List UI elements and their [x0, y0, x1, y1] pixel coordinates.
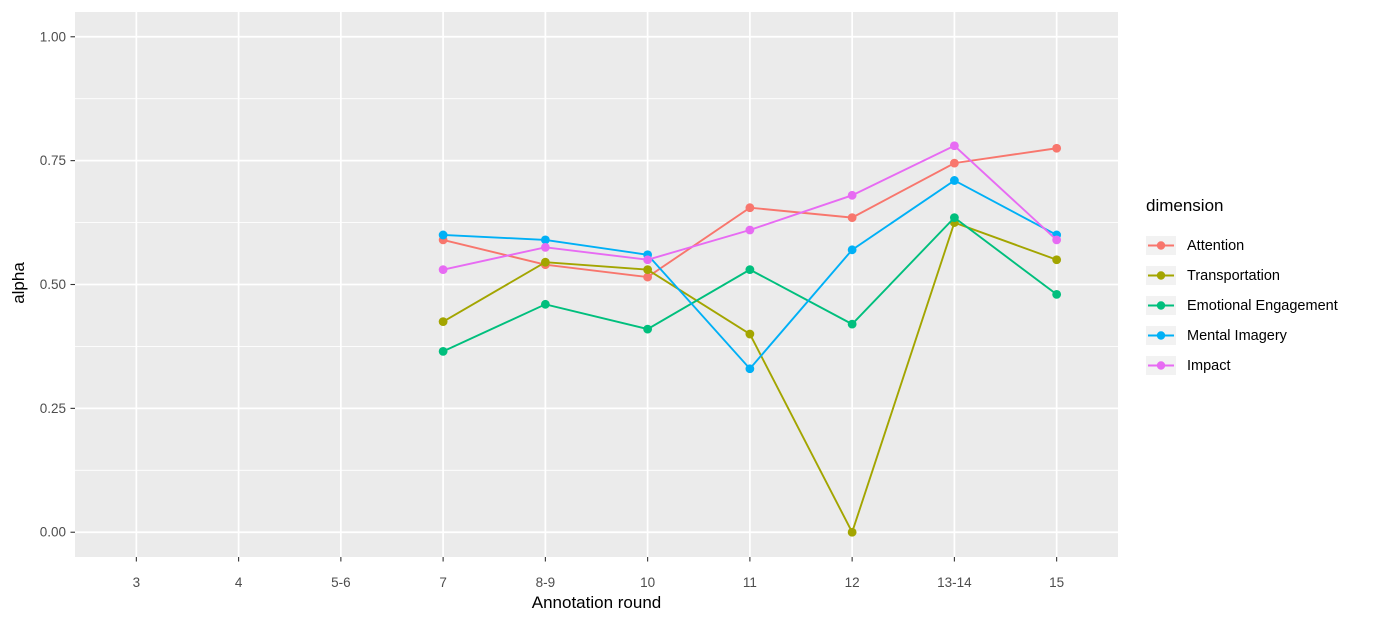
data-point-mental-imagery-12 [847, 245, 857, 255]
data-point-impact-8-9 [540, 242, 550, 252]
x-tick-label-3: 3 [133, 575, 141, 590]
data-point-transportation-7 [438, 317, 448, 327]
legend-label-emotional-engagement: Emotional Engagement [1187, 297, 1338, 314]
legend-label-transportation: Transportation [1187, 267, 1280, 284]
x-tick-label-7: 7 [439, 575, 447, 590]
x-tick-label-8-9: 8-9 [536, 575, 556, 590]
data-point-attention-15 [1052, 143, 1062, 153]
data-point-emotional-engagement-13-14 [949, 213, 959, 223]
x-axis-title: Annotation round [531, 593, 662, 612]
data-point-impact-12 [847, 190, 857, 200]
legend-key-sample-icon [1148, 331, 1174, 340]
data-point-emotional-engagement-15 [1052, 290, 1062, 299]
legend-key-sample-icon [1148, 271, 1174, 280]
data-point-impact-11 [745, 225, 755, 235]
data-point-impact-15 [1052, 235, 1062, 245]
data-point-emotional-engagement-10 [643, 324, 653, 334]
legend-label-attention: Attention [1187, 237, 1245, 254]
legend-key-attention [1146, 236, 1176, 255]
data-point-emotional-engagement-12 [847, 319, 857, 329]
x-tick-label-10: 10 [640, 575, 655, 590]
x-tick-label-5-6: 5-6 [331, 575, 351, 590]
data-point-emotional-engagement-8-9 [540, 299, 550, 309]
legend-title: dimension [1146, 196, 1224, 215]
x-tick-label-12: 12 [845, 575, 860, 590]
legend-label-impact: Impact [1187, 357, 1231, 374]
x-tick-label-4: 4 [235, 575, 243, 590]
legend-item-transportation: Transportation [1146, 266, 1338, 285]
x-tick-label-13-14: 13-14 [937, 575, 972, 590]
legend-key-mental-imagery [1146, 326, 1176, 345]
data-point-impact-13-14 [949, 141, 959, 151]
y-tick-label-1.00: 1.00 [40, 29, 66, 44]
data-point-mental-imagery-8-9 [540, 235, 550, 245]
legend-item-attention: Attention [1146, 236, 1338, 255]
data-point-transportation-10 [643, 265, 653, 275]
data-point-attention-13-14 [949, 158, 959, 168]
data-point-mental-imagery-11 [745, 364, 755, 374]
y-axis-title: alpha [9, 262, 28, 304]
legend: dimension Attention Transportation Emotion… [1146, 196, 1338, 386]
legend-key-sample-icon [1148, 301, 1174, 310]
data-point-emotional-engagement-7 [438, 346, 448, 356]
y-tick-label-0.25: 0.25 [40, 401, 66, 416]
data-point-transportation-12 [847, 527, 857, 537]
legend-item-impact: Impact [1146, 356, 1338, 375]
legend-key-emotional-engagement [1146, 296, 1176, 315]
data-point-attention-12 [847, 213, 857, 223]
data-point-mental-imagery-7 [438, 230, 448, 240]
legend-items: Attention Transportation Emotional Engagem… [1146, 236, 1338, 375]
data-point-mental-imagery-13-14 [949, 176, 959, 185]
legend-item-mental-imagery: Mental Imagery [1146, 326, 1338, 345]
y-tick-label-0.75: 0.75 [40, 153, 66, 168]
data-point-attention-10 [643, 272, 653, 282]
data-point-transportation-8-9 [540, 257, 550, 267]
data-point-impact-7 [438, 265, 448, 275]
legend-key-sample-icon [1148, 361, 1174, 370]
legend-label-mental-imagery: Mental Imagery [1187, 327, 1287, 344]
data-point-impact-10 [643, 255, 653, 265]
legend-key-transportation [1146, 266, 1176, 285]
data-point-transportation-11 [745, 329, 755, 339]
y-tick-label-0.50: 0.50 [40, 277, 66, 292]
data-point-attention-11 [745, 203, 755, 213]
legend-item-emotional-engagement: Emotional Engagement [1146, 296, 1338, 315]
y-tick-label-0.00: 0.00 [40, 525, 66, 540]
data-point-emotional-engagement-11 [745, 265, 755, 275]
x-tick-label-11: 11 [743, 575, 757, 590]
legend-key-impact [1146, 356, 1176, 375]
legend-key-sample-icon [1148, 241, 1174, 250]
data-point-transportation-15 [1052, 255, 1062, 265]
x-tick-label-15: 15 [1049, 575, 1064, 590]
